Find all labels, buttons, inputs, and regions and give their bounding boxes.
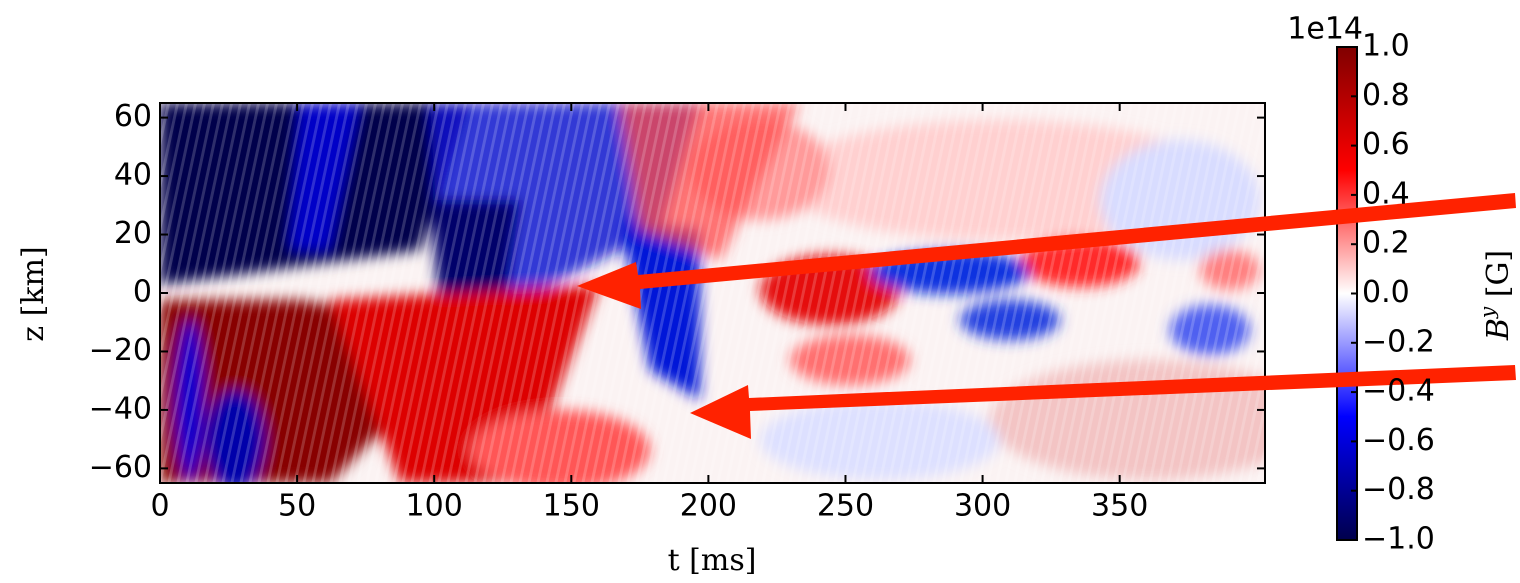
colorbar-tick-label: −0.2: [1362, 324, 1435, 359]
colorbar-unit: [G]: [1481, 250, 1516, 307]
x-tick-label: 250: [817, 489, 874, 524]
colorbar-tick-label: 1.0: [1362, 29, 1410, 64]
colorbar-superscript: y: [1475, 306, 1499, 319]
y-tick-label: 40: [114, 158, 152, 193]
colorbar-tick-label: −0.6: [1362, 423, 1435, 458]
y-tick-label: 0: [133, 275, 152, 310]
colorbar-tick-label: −1.0: [1362, 522, 1435, 557]
arrow: [690, 365, 1516, 439]
x-tick-label: 300: [954, 489, 1011, 524]
colorbar-tick-label: 0.8: [1362, 78, 1410, 113]
colorbar-label: By [G]: [1475, 250, 1517, 341]
x-tick-label: 100: [406, 489, 463, 524]
y-tick-label: −20: [89, 333, 152, 368]
x-tick-label: 350: [1091, 489, 1148, 524]
y-tick-label: −60: [89, 450, 152, 485]
y-axis-label: z [km]: [16, 246, 51, 341]
colorbar-tick-label: 0.0: [1362, 275, 1410, 310]
colorbar-symbol: B: [1481, 318, 1516, 341]
x-tick-label: 150: [543, 489, 600, 524]
y-tick-label: −40: [89, 391, 152, 426]
x-tick-label: 50: [278, 489, 316, 524]
colorbar-tick-label: 0.2: [1362, 226, 1410, 261]
annotation-arrows: [577, 193, 1516, 439]
colorbar-tick-label: 0.6: [1362, 127, 1410, 162]
colorbar-tick-label: 0.4: [1362, 176, 1410, 211]
arrow: [577, 193, 1516, 309]
colorbar-offset: 1e14: [1287, 12, 1363, 47]
y-tick-label: 60: [114, 99, 152, 134]
y-tick-label: 20: [114, 216, 152, 251]
x-tick-label: 0: [150, 489, 169, 524]
colorbar-tick-label: −0.4: [1362, 374, 1435, 409]
x-tick-label: 200: [680, 489, 737, 524]
colorbar-tick-label: −0.8: [1362, 472, 1435, 507]
x-axis-label: t [ms]: [668, 543, 757, 578]
